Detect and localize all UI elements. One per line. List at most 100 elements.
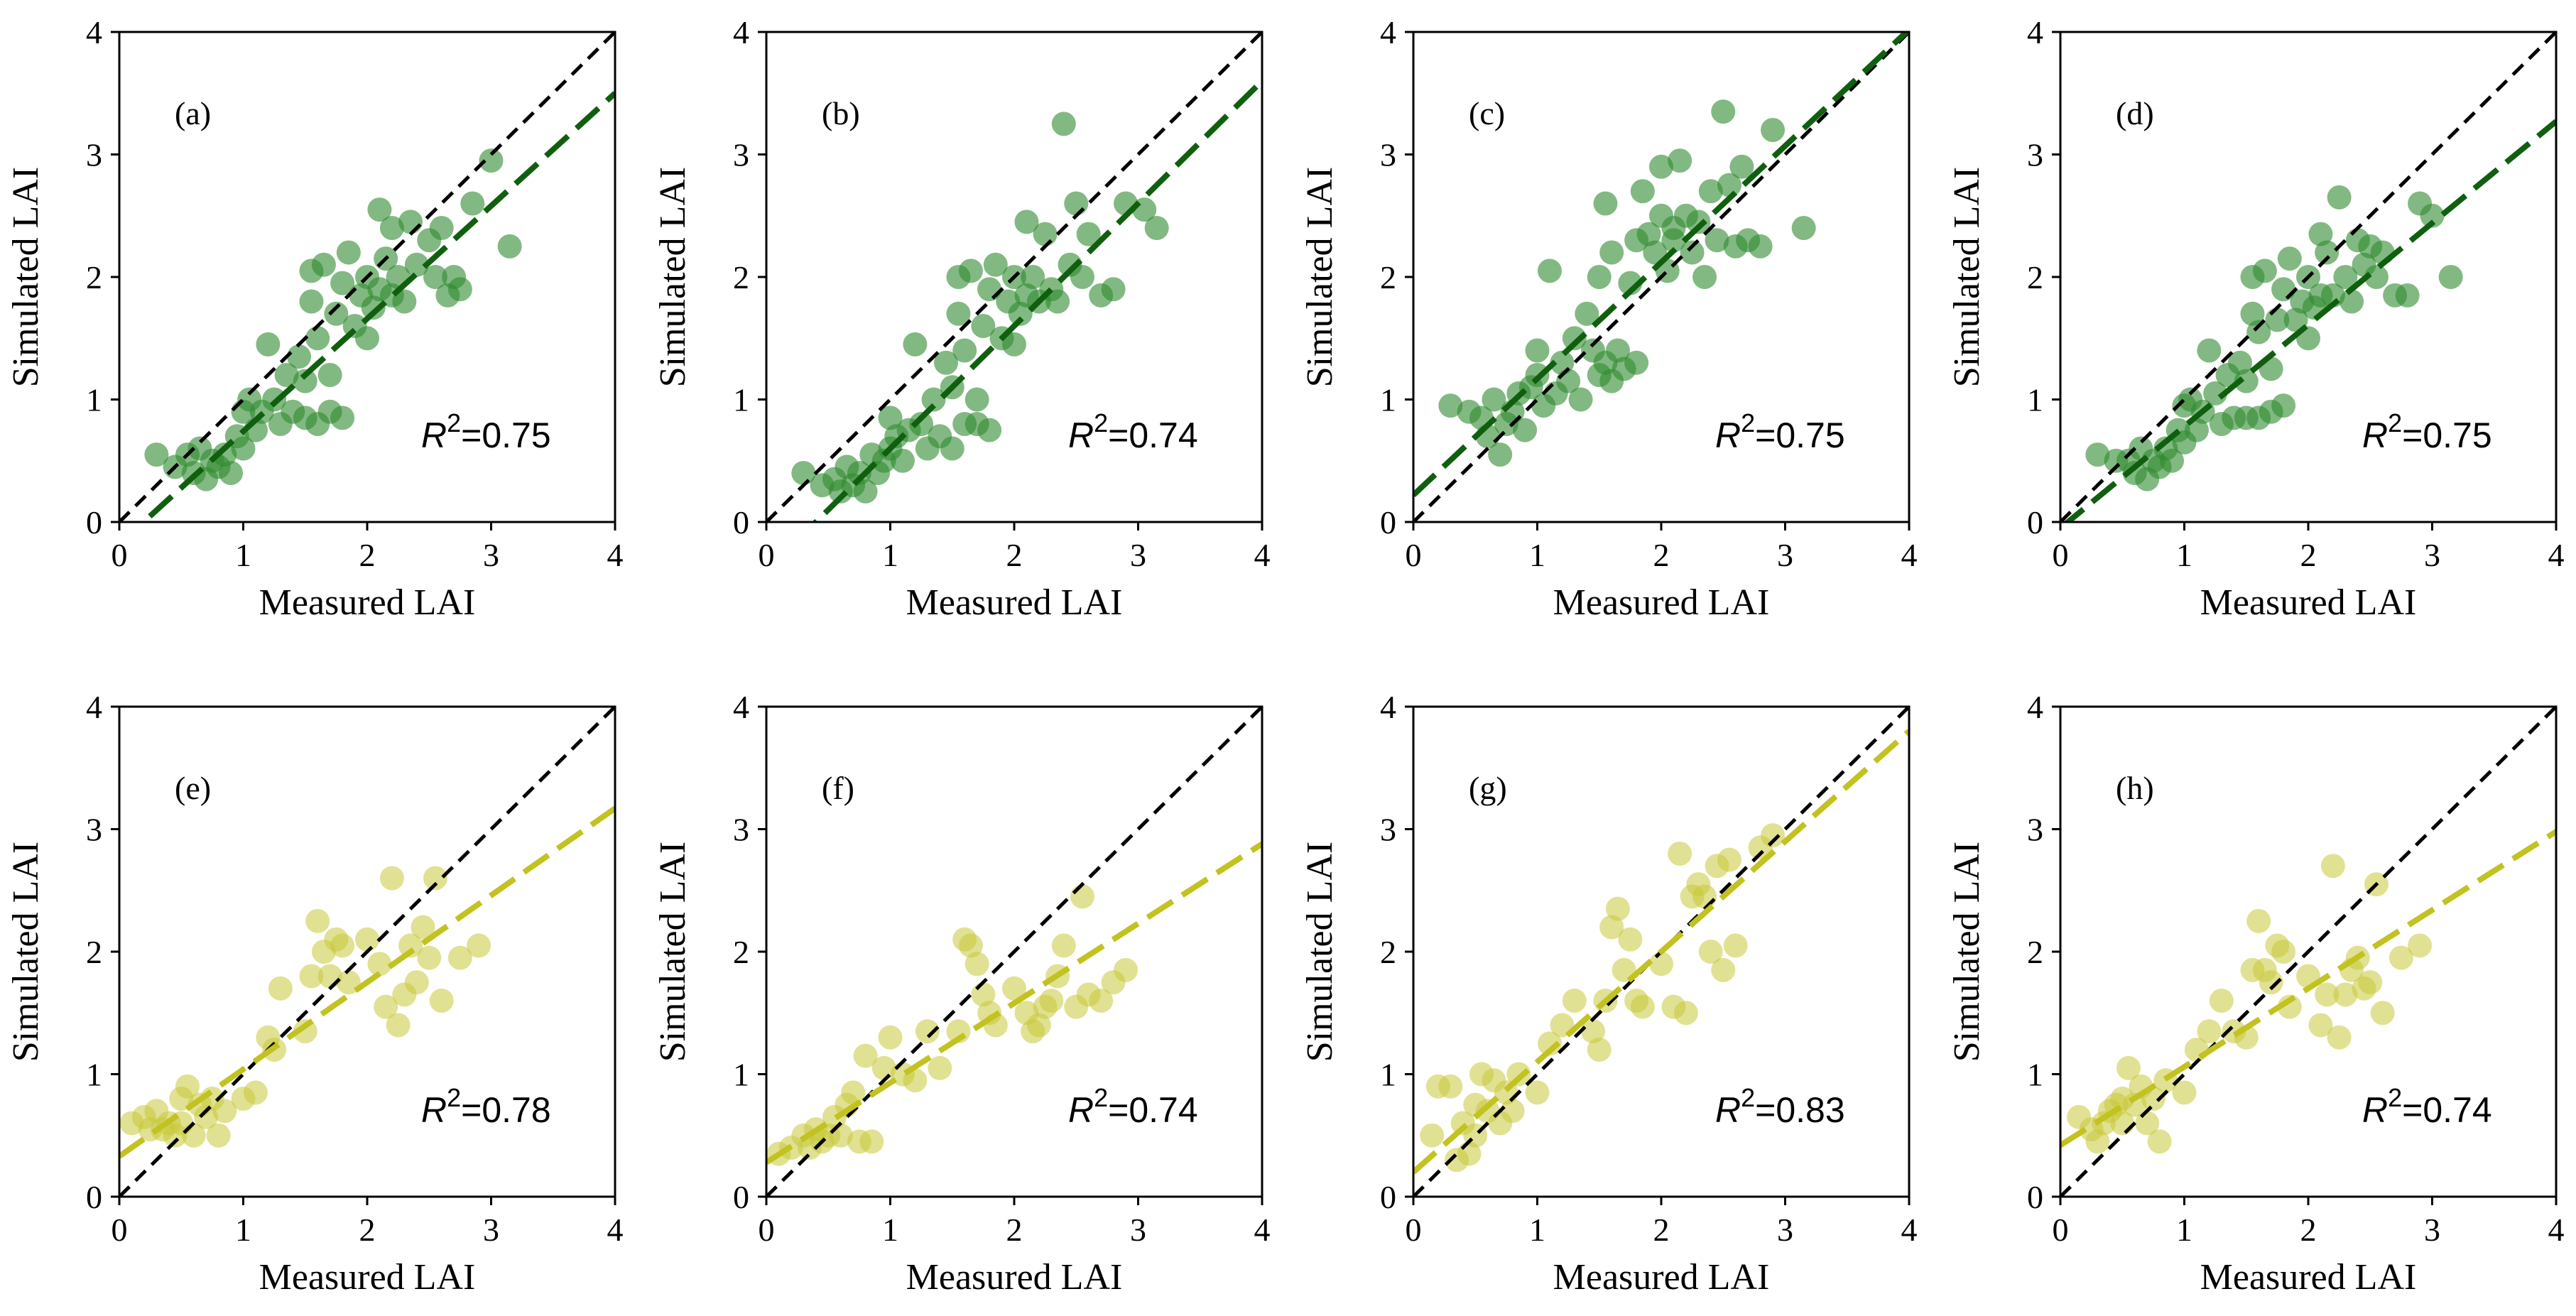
data-point xyxy=(1089,989,1114,1013)
data-point xyxy=(2358,970,2383,995)
r-squared-value: =0.74 xyxy=(2402,1090,2492,1130)
data-point xyxy=(1717,847,1741,872)
data-point xyxy=(2283,308,2308,332)
data-point xyxy=(2308,222,2333,246)
data-point xyxy=(479,148,504,173)
data-point xyxy=(355,927,379,952)
x-tick-label: 3 xyxy=(1130,1212,1146,1248)
y-axis-label: Simulated LAI xyxy=(1947,842,1987,1062)
data-point xyxy=(2333,982,2358,1007)
data-point xyxy=(379,866,404,891)
data-point xyxy=(1488,442,1513,467)
x-tick-label: 1 xyxy=(882,1212,898,1248)
data-point xyxy=(231,436,256,461)
r-squared-annotation: R2=0.74 xyxy=(1068,408,1198,455)
r-squared-symbol: R xyxy=(1068,415,1094,455)
r-squared-symbol: R xyxy=(1715,415,1741,455)
data-point xyxy=(1562,326,1587,351)
data-point xyxy=(274,363,299,387)
x-axis-label: Measured LAI xyxy=(906,582,1123,623)
data-point xyxy=(890,448,915,473)
regression-fit-line xyxy=(119,805,615,1159)
data-point xyxy=(1686,210,1711,234)
data-point xyxy=(1076,222,1101,246)
y-tick-label: 3 xyxy=(2027,812,2043,848)
data-point xyxy=(1562,989,1587,1013)
data-point xyxy=(2327,185,2352,210)
data-point xyxy=(946,301,971,326)
x-tick-label: 2 xyxy=(1006,537,1023,573)
y-tick-label: 0 xyxy=(2027,1179,2043,1215)
panel-label: (b) xyxy=(822,95,860,131)
data-point xyxy=(1729,154,1754,179)
data-point xyxy=(2327,1025,2352,1050)
panel-d-points xyxy=(2085,185,2463,491)
data-point xyxy=(1114,957,1138,982)
r-squared-symbol: R xyxy=(2362,415,2388,455)
data-point xyxy=(447,277,472,302)
panel-label: (f) xyxy=(822,770,854,806)
data-point xyxy=(2246,908,2271,933)
data-point xyxy=(1593,191,1618,216)
x-tick-label: 0 xyxy=(2053,1212,2069,1248)
data-point xyxy=(2172,1080,2197,1105)
y-tick-label: 0 xyxy=(1380,1179,1396,1215)
panel-label: (h) xyxy=(2116,770,2154,806)
data-point xyxy=(398,933,423,958)
data-point xyxy=(317,363,342,387)
data-point xyxy=(1692,265,1717,289)
panel-label: (e) xyxy=(175,770,211,806)
x-axis-label: Measured LAI xyxy=(1553,1257,1770,1298)
data-point xyxy=(374,994,398,1019)
r-squared-symbol: R xyxy=(421,415,447,455)
y-axis-label: Simulated LAI xyxy=(1947,167,1987,388)
data-point xyxy=(2085,1129,2110,1154)
data-point xyxy=(934,350,959,375)
data-point xyxy=(367,952,392,977)
regression-fit-line xyxy=(1413,729,1909,1175)
data-point xyxy=(361,295,386,320)
data-point xyxy=(212,1099,237,1124)
y-tick-label: 1 xyxy=(86,382,102,418)
y-axis-label: Simulated LAI xyxy=(1300,167,1340,388)
data-point xyxy=(964,387,989,412)
data-point xyxy=(952,338,977,363)
data-point xyxy=(1575,301,1599,326)
data-point xyxy=(1581,1019,1606,1044)
data-point xyxy=(1587,265,1612,289)
data-point xyxy=(206,1123,231,1148)
data-point xyxy=(1630,179,1655,204)
data-point xyxy=(367,197,392,222)
y-tick-label: 1 xyxy=(733,382,749,418)
y-tick-label: 4 xyxy=(86,689,102,725)
data-point xyxy=(287,344,312,369)
data-point xyxy=(330,406,355,430)
identity-line xyxy=(1413,32,1909,522)
data-point xyxy=(1649,952,1673,977)
data-point xyxy=(467,933,491,958)
x-tick-label: 3 xyxy=(2424,1212,2440,1248)
data-point xyxy=(1144,216,1169,240)
data-point xyxy=(1070,265,1094,289)
data-point xyxy=(305,908,330,933)
data-point xyxy=(1002,976,1026,1001)
data-point xyxy=(1045,289,1070,314)
data-point xyxy=(878,1025,903,1050)
data-point xyxy=(1791,216,1816,240)
data-point xyxy=(915,1019,940,1044)
x-tick-label: 3 xyxy=(1130,537,1146,573)
regression-fit-line xyxy=(1413,32,1909,497)
r-squared-exponent: 2 xyxy=(2388,408,2402,437)
data-point xyxy=(909,412,934,436)
identity-line xyxy=(766,32,1262,522)
x-tick-label: 2 xyxy=(2300,537,2317,573)
data-point xyxy=(497,234,522,259)
regression-fit-line xyxy=(139,91,615,522)
r-squared-exponent: 2 xyxy=(447,408,461,437)
r-squared-exponent: 2 xyxy=(1741,408,1755,437)
data-point xyxy=(1513,418,1538,442)
identity-line xyxy=(2060,707,2556,1197)
y-tick-label: 4 xyxy=(86,14,102,50)
y-tick-label: 3 xyxy=(2027,137,2043,173)
